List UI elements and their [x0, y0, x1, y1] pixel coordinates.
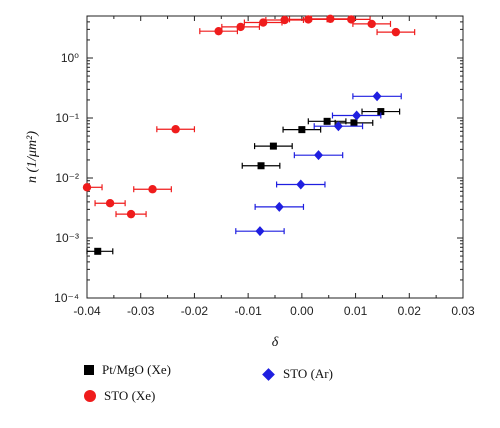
data-point-square: [257, 162, 265, 170]
data-point-diamond: [352, 110, 362, 121]
data-point-diamond: [255, 226, 265, 237]
data-point-circle: [236, 22, 245, 32]
x-tick-label: 0.03: [451, 304, 475, 318]
y-tick-label: 10⁻²: [55, 171, 79, 185]
data-point-circle: [126, 209, 136, 219]
x-tick-label: -0.01: [234, 304, 262, 318]
x-tick-label: -0.02: [181, 304, 209, 318]
data-point-diamond: [296, 179, 306, 190]
data-point-square: [323, 117, 331, 125]
data-point-circle: [171, 125, 180, 134]
y-axis-label: n (1/μm²): [25, 131, 40, 183]
data-point-circle: [214, 26, 223, 36]
x-tick-label: 0.02: [398, 304, 422, 318]
data-point-square: [350, 119, 358, 127]
data-point-circle: [105, 199, 115, 208]
data-point-diamond: [274, 201, 284, 212]
data-point-square: [298, 126, 306, 134]
data-point-diamond: [333, 121, 343, 132]
x-tick-label: 0.01: [344, 304, 368, 318]
x-tick-label: 0.00: [290, 304, 314, 318]
data-point-square: [94, 247, 102, 255]
data-point-circle: [347, 15, 356, 24]
y-tick-label: 10⁻³: [55, 231, 79, 245]
data-point-circle: [148, 185, 157, 194]
plot-frame: [86, 15, 464, 299]
data-point-square: [377, 108, 385, 116]
y-tick-label: 10⁻¹: [55, 111, 79, 125]
data-point-circle: [391, 27, 401, 37]
data-point-circle: [82, 183, 92, 192]
x-axis-label: δ: [272, 335, 279, 350]
data-point-circle: [367, 19, 376, 29]
y-tick-label: 10⁻⁴: [54, 291, 79, 305]
data-point-square: [269, 142, 277, 150]
data-point-diamond: [372, 91, 382, 102]
data-point-diamond: [314, 150, 324, 161]
y-tick-label: 10⁰: [61, 51, 79, 65]
data-point-circle: [280, 15, 289, 25]
x-tick-label: -0.04: [73, 304, 101, 318]
x-tick-label: -0.03: [127, 304, 155, 318]
data-point-circle: [304, 15, 313, 24]
